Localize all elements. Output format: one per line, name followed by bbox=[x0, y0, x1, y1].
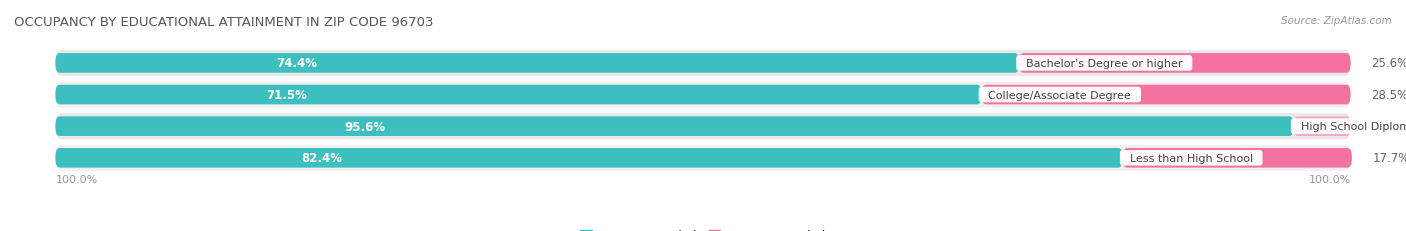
FancyBboxPatch shape bbox=[981, 85, 1351, 105]
Text: 95.6%: 95.6% bbox=[344, 120, 385, 133]
FancyBboxPatch shape bbox=[55, 114, 1351, 140]
Text: 17.7%: 17.7% bbox=[1372, 152, 1406, 165]
FancyBboxPatch shape bbox=[1294, 117, 1351, 136]
Text: High School Diploma: High School Diploma bbox=[1294, 122, 1406, 132]
Text: College/Associate Degree: College/Associate Degree bbox=[981, 90, 1139, 100]
Text: 28.5%: 28.5% bbox=[1371, 89, 1406, 102]
FancyBboxPatch shape bbox=[1019, 54, 1351, 73]
FancyBboxPatch shape bbox=[55, 85, 981, 105]
FancyBboxPatch shape bbox=[55, 82, 1351, 108]
Text: 74.4%: 74.4% bbox=[276, 57, 316, 70]
Text: 4.4%: 4.4% bbox=[1371, 120, 1402, 133]
Text: 25.6%: 25.6% bbox=[1371, 57, 1406, 70]
FancyBboxPatch shape bbox=[1122, 148, 1353, 168]
Text: Less than High School: Less than High School bbox=[1122, 153, 1260, 163]
Text: Bachelor's Degree or higher: Bachelor's Degree or higher bbox=[1019, 59, 1189, 69]
Text: OCCUPANCY BY EDUCATIONAL ATTAINMENT IN ZIP CODE 96703: OCCUPANCY BY EDUCATIONAL ATTAINMENT IN Z… bbox=[14, 16, 433, 29]
FancyBboxPatch shape bbox=[55, 117, 1294, 136]
FancyBboxPatch shape bbox=[55, 148, 1122, 168]
Text: Source: ZipAtlas.com: Source: ZipAtlas.com bbox=[1281, 16, 1392, 26]
Text: 100.0%: 100.0% bbox=[55, 175, 97, 185]
FancyBboxPatch shape bbox=[55, 54, 1019, 73]
FancyBboxPatch shape bbox=[55, 145, 1351, 171]
Text: 100.0%: 100.0% bbox=[1309, 175, 1351, 185]
Legend: Owner-occupied, Renter-occupied: Owner-occupied, Renter-occupied bbox=[575, 224, 831, 231]
Text: 71.5%: 71.5% bbox=[267, 89, 308, 102]
Text: 82.4%: 82.4% bbox=[302, 152, 343, 165]
FancyBboxPatch shape bbox=[55, 51, 1351, 76]
